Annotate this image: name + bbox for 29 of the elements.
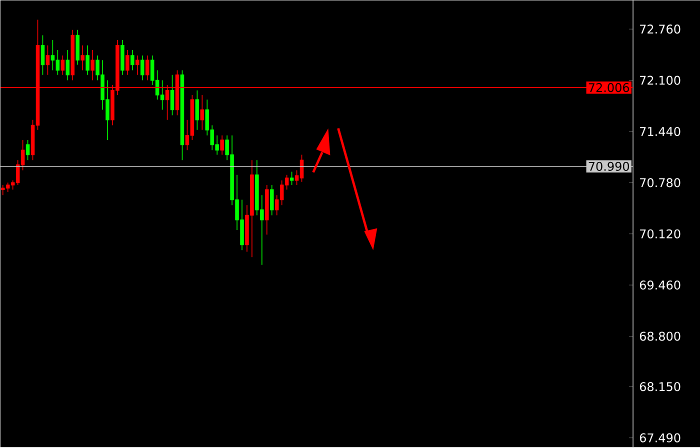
y-tick-label: 71.440 <box>640 127 680 136</box>
y-tick-label: 72.760 <box>640 24 680 34</box>
candlestick <box>140 55 144 81</box>
candlestick <box>270 184 274 216</box>
candlestick <box>200 94 204 131</box>
candlestick <box>76 30 80 66</box>
candlestick <box>66 50 70 81</box>
candlestick <box>130 50 134 71</box>
candlestick <box>90 50 94 81</box>
ref-line-label: 70.990 <box>588 162 630 172</box>
y-tick-label: 68.800 <box>640 332 680 341</box>
candlestick <box>120 40 124 76</box>
candlestick <box>145 55 150 81</box>
candlestick <box>86 45 90 76</box>
candlestick <box>265 184 269 236</box>
candlestick <box>126 50 130 76</box>
candlestick <box>80 45 84 71</box>
candlestick <box>220 135 224 156</box>
y-tick-label: 69.460 <box>640 280 680 290</box>
candlestick <box>70 30 75 81</box>
y-tick-label: 70.120 <box>640 230 680 239</box>
y-tick-label: 67.490 <box>640 434 680 443</box>
y-tick-label: 68.150 <box>640 382 680 392</box>
ref-line-label: 72.006 <box>588 83 630 92</box>
candlestick <box>135 55 140 76</box>
candlestick <box>46 45 50 76</box>
candlestick <box>290 172 294 186</box>
y-tick-label: 70.780 <box>640 178 680 188</box>
y-tick-label: 72.100 <box>640 76 680 86</box>
